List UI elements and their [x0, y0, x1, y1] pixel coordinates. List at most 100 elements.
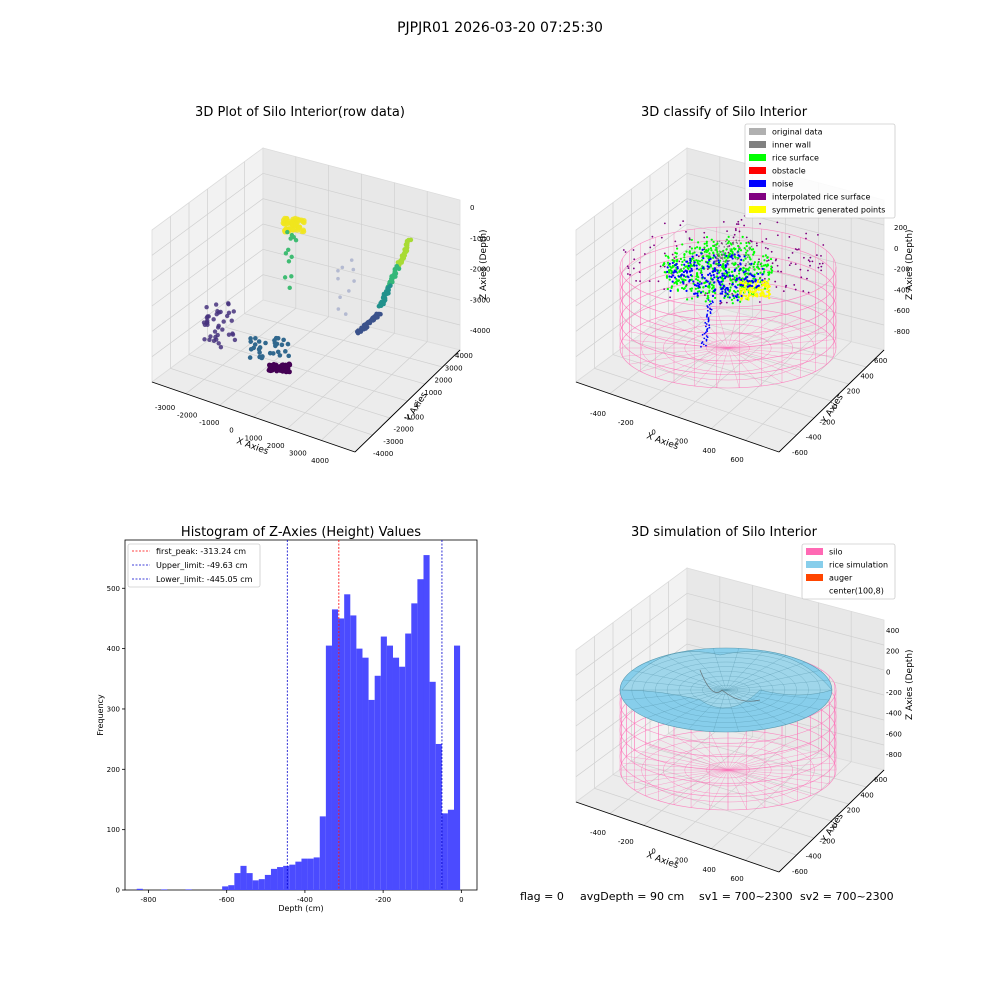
raw-point [336, 276, 340, 281]
classify-rice-point [709, 300, 712, 303]
classify-interp-point [820, 254, 822, 257]
classify-interp-point [793, 284, 796, 286]
classify-rice-point [703, 250, 707, 253]
classify-interp-point [743, 224, 746, 227]
classify-wall-point [716, 260, 718, 262]
classify-rice-point [739, 242, 743, 245]
classify-interp-point [627, 267, 630, 269]
classify-noise-point [703, 332, 706, 335]
classify-rice-point [712, 240, 715, 243]
hist-bar [246, 873, 253, 890]
hist-bar [234, 873, 241, 890]
raw-x-tick-label: 0 [229, 427, 233, 435]
classify-noise-point [741, 284, 745, 287]
classify-interp-point [639, 280, 641, 282]
classify-interp-point [649, 246, 652, 249]
classify-rice-point [706, 297, 709, 300]
raw-point [205, 314, 210, 319]
classify-wall-point [722, 254, 725, 256]
sim-surface [619, 647, 833, 733]
classify-rice-point [727, 235, 730, 238]
classify-noise-point [693, 264, 696, 267]
classify-rice-point [675, 255, 678, 258]
classify-y-tick-label: 200 [847, 388, 860, 396]
classify-sym-point [751, 286, 754, 289]
classify-rice-point [760, 265, 763, 268]
classify-rice-point [721, 283, 724, 286]
classify-noise-point [735, 277, 738, 280]
sim-surface-mesh [725, 689, 739, 732]
classify-z-tick-label: 0 [894, 245, 898, 253]
classify-rice-point [743, 273, 746, 276]
classify-noise-point [716, 272, 719, 275]
classify-interp-point [737, 263, 739, 266]
classify-noise-point [686, 275, 689, 278]
raw-y-tick-label: 4000 [455, 352, 473, 360]
classify-noise-point [704, 284, 707, 288]
classify-interp-point [758, 258, 760, 261]
classify-interp-point [722, 221, 725, 223]
classify-interp-point [643, 253, 646, 255]
classify-interp-point [777, 270, 779, 273]
classify-interp-point [807, 269, 809, 272]
classify-interp-point [764, 246, 767, 249]
classify-rice-point [738, 272, 741, 275]
classify-wall-point [732, 243, 735, 245]
classify-interp-point [776, 234, 779, 237]
classify-interp-point [635, 279, 638, 282]
classify-rice-point [715, 246, 718, 249]
raw-point [282, 215, 288, 221]
classify-interp-point [775, 258, 777, 261]
classify-rice-point [742, 259, 745, 262]
sim-silo-floor-spoke [626, 756, 729, 771]
classify-rice-point [752, 253, 755, 256]
sim-surface-mesh [655, 661, 797, 719]
classify-rice-point [667, 271, 671, 274]
classify-noise-point [726, 288, 730, 291]
classify-interp-point [755, 242, 758, 245]
classify-sym-point [751, 291, 754, 294]
classify-rice-point [695, 259, 698, 262]
classify-sym-point [764, 281, 768, 284]
classify-wall-point [732, 254, 735, 257]
hist-bar [374, 675, 381, 890]
classify-noise-point [701, 276, 704, 279]
classify-z-tick-label: -400 [894, 286, 910, 294]
raw-point [293, 237, 299, 243]
classify-legend-frame [744, 123, 896, 219]
raw-point [287, 361, 292, 367]
legend-label-interpolated: interpolated rice surface [772, 193, 870, 202]
classify-noise-point [706, 330, 709, 333]
hist-bar [313, 857, 320, 890]
classify-noise-point [724, 269, 727, 272]
legend-swatch-symmetric [749, 206, 766, 213]
sim-xlabel: X Axies [645, 850, 680, 871]
classify-interp-point [788, 236, 791, 238]
classify-silo-floor-spoke [655, 318, 729, 349]
classify-rice-point [753, 273, 756, 276]
raw-point [275, 335, 281, 341]
classify-sym-point [747, 294, 750, 298]
classify-wall-point [719, 255, 721, 258]
classify-rice-point [700, 267, 703, 270]
classify-silo-floor-spoke [727, 347, 801, 378]
classify-interp-point [817, 233, 819, 236]
classify-rice-point [707, 257, 710, 260]
hist-bar [295, 861, 302, 890]
raw-point [274, 341, 280, 347]
panel-simulation: 3D simulation of Silo Interior -400 -200 0… [575, 525, 915, 883]
classify-rice-point [685, 250, 688, 253]
classify-y-tick-label: -200 [819, 418, 835, 426]
classify-silo-floor-spoke [727, 339, 834, 349]
classify-interp-point [744, 264, 747, 267]
hist-y-tick-label: 300 [107, 705, 120, 713]
classify-silo-floor-spoke [716, 347, 729, 388]
classify-rice-point [689, 252, 692, 255]
sim-silo-floor-spoke [690, 769, 729, 808]
classify-interp-point [820, 269, 823, 272]
hist-bar [417, 579, 424, 890]
raw-y-tick-label: 3000 [445, 364, 463, 372]
classify-wall-point [720, 257, 722, 259]
sim-x-tick-label: 200 [675, 857, 688, 865]
classify-noise-point [731, 283, 734, 286]
